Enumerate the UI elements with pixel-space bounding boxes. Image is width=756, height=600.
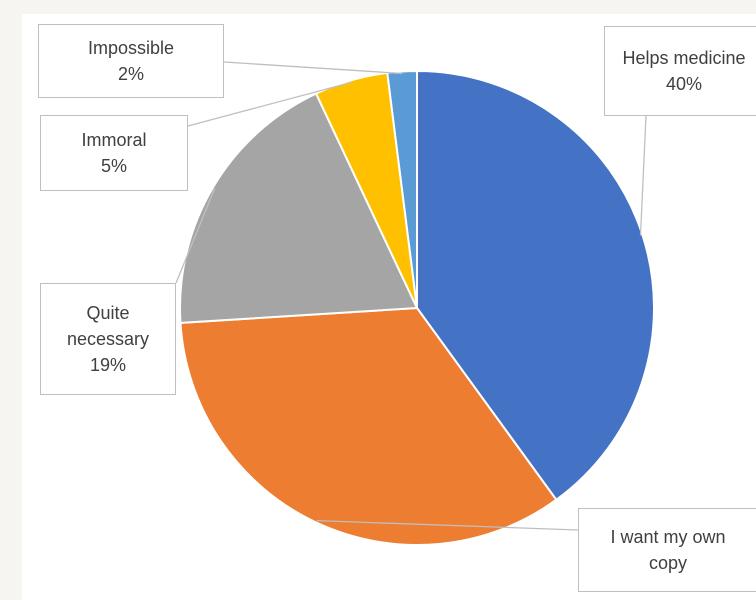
callout-i-want-my-own-copy: I want my own copy xyxy=(578,508,756,592)
pie-slice-helps-medicine xyxy=(416,69,655,502)
callout-label: Helps medicine xyxy=(622,48,746,68)
callout-label: I want my own copy xyxy=(610,527,726,573)
callout-label: Immoral xyxy=(81,130,147,150)
callout-value: 40% xyxy=(665,74,703,94)
callout-label: Quite necessary xyxy=(66,303,150,349)
callout-quite-necessary: Quite necessary 19% xyxy=(40,283,176,395)
pie-slice-i-want-my-own-copy xyxy=(179,306,558,546)
leader-line-quite-necessary xyxy=(175,188,216,284)
callout-value: 19% xyxy=(89,355,127,375)
callout-impossible: Impossible 2% xyxy=(38,24,224,98)
leader-line-helps-medicine xyxy=(639,115,647,236)
leader-line-impossible xyxy=(223,61,403,75)
pie-slice-quite-necessary xyxy=(179,92,419,324)
leader-line-i-want-my-own-copy xyxy=(316,519,579,531)
callout-value: 5% xyxy=(100,156,127,176)
leader-line-immoral xyxy=(187,81,352,127)
callout-immoral: Immoral 5% xyxy=(40,115,188,191)
callout-value: 2% xyxy=(117,64,144,84)
callout-label: Impossible xyxy=(87,38,175,58)
callout-helps-medicine: Helps medicine 40% xyxy=(604,26,756,116)
